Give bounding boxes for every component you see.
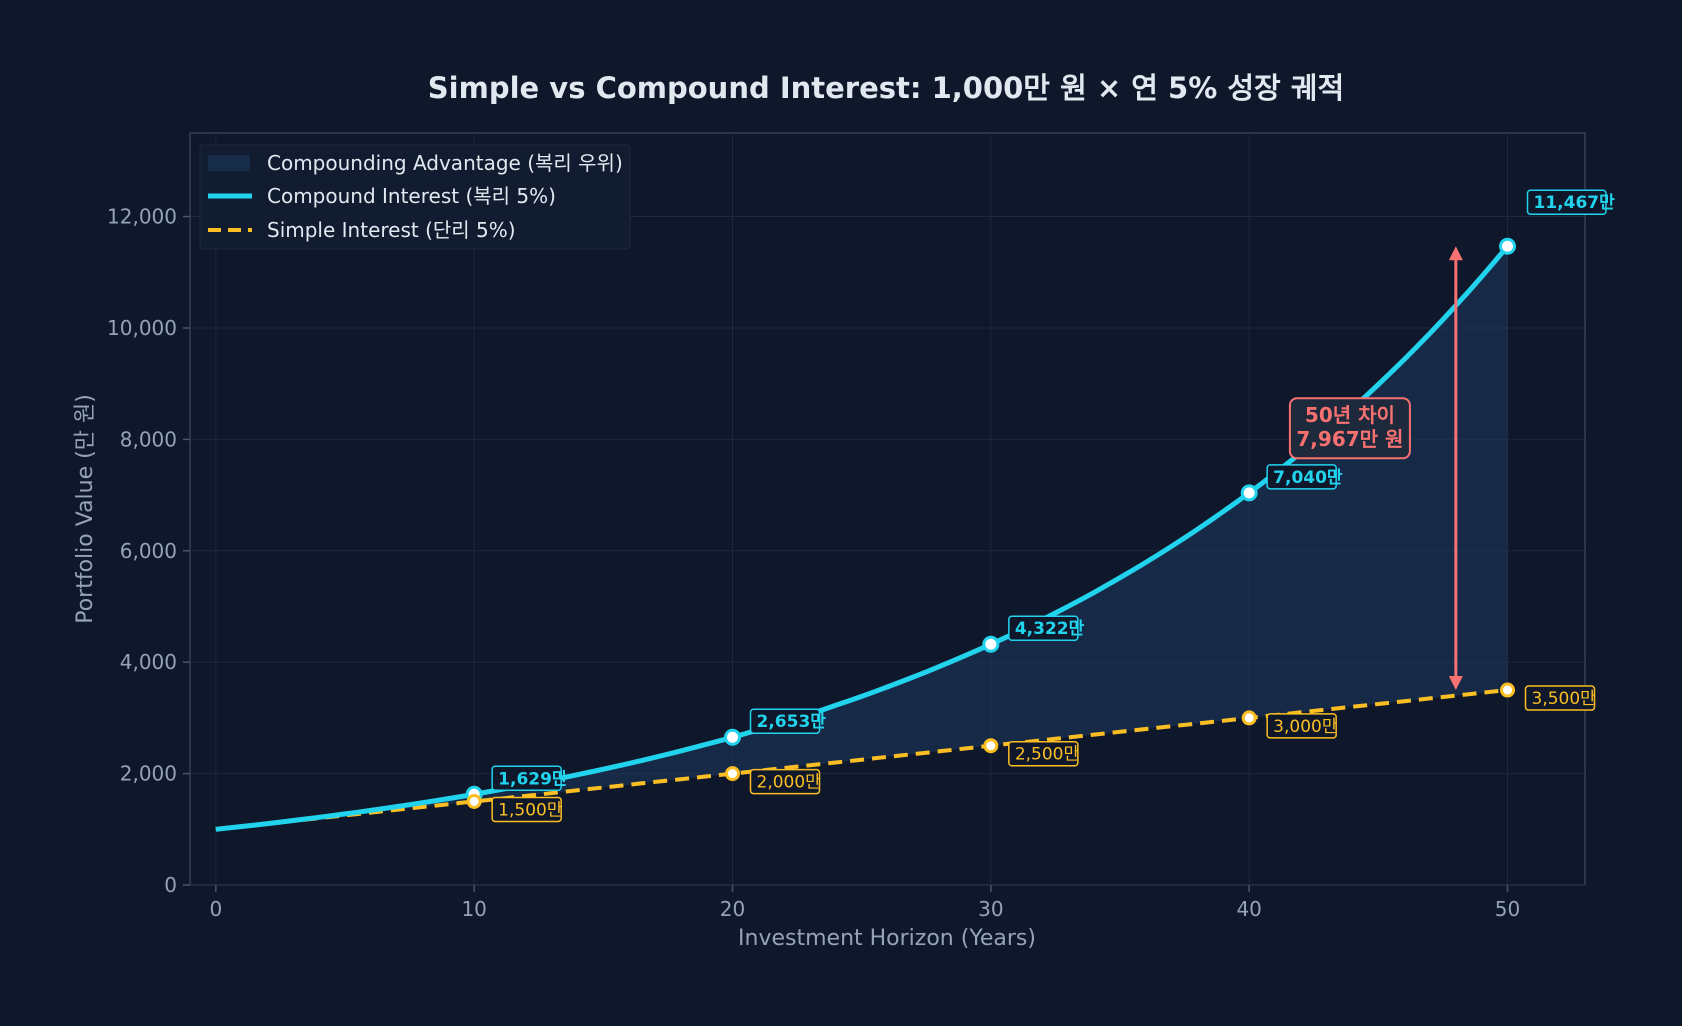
legend: Compounding Advantage (복리 우위) Compound I… <box>199 144 631 250</box>
y-tick-label: 6,000 <box>120 539 177 563</box>
data-label-layer: 1,629만 2,653만 4,322만 7,040만 11,467만 1,500만 2,0… <box>491 189 1616 823</box>
compound-label-box <box>749 708 821 734</box>
simple-label-box <box>749 768 821 795</box>
compound-label-box <box>491 765 562 792</box>
compound-interest-line <box>215 244 1510 832</box>
y-tick-label: 4,000 <box>120 650 177 674</box>
legend-box <box>199 144 631 250</box>
x-tick-label: 10 <box>461 897 486 921</box>
legend-label-fill: Compounding Advantage (복리 우위) <box>267 151 623 175</box>
simple-marker <box>1500 682 1515 698</box>
simple-label-box <box>491 796 562 823</box>
legend-swatch-fill <box>208 155 250 171</box>
x-tick-label: 40 <box>1236 897 1261 921</box>
gap-arrow-head-bottom <box>1448 676 1463 691</box>
tick-layer: 0 2,000 4,000 6,000 8,000 10,000 12,000 0 10 20 30… <box>107 205 1520 921</box>
y-axis-label: Portfolio Value (만 원) <box>73 394 98 624</box>
simple-marker <box>725 766 740 782</box>
x-tick-label: 30 <box>978 897 1003 921</box>
y-tick-label: 2,000 <box>120 762 177 786</box>
gap-annotation-line2: 7,967만 원 <box>1296 427 1403 451</box>
compound-data-label: 7,040만 <box>1273 468 1343 488</box>
marker-layer <box>465 237 1516 809</box>
compound-label-box <box>1526 189 1607 215</box>
gap-annotation-box <box>1288 397 1411 460</box>
annotation-layer: 50년 차이7,967만 원 <box>1288 246 1463 691</box>
simple-data-label: 3,500만 <box>1532 689 1597 709</box>
y-tick-label: 0 <box>164 873 177 897</box>
x-tick-label: 0 <box>209 897 222 921</box>
x-axis-label: Investment Horizon (Years) <box>738 926 1036 951</box>
simple-label-box <box>1266 713 1337 739</box>
fill-layer <box>215 246 1508 830</box>
compound-marker <box>982 635 1000 653</box>
y-tick-label: 8,000 <box>120 427 177 451</box>
compound-marker <box>1240 484 1258 502</box>
compound-data-label: 11,467만 <box>1534 193 1616 213</box>
simple-data-label: 1,500만 <box>498 800 563 820</box>
simple-label-box <box>1008 740 1079 767</box>
gap-arrow-head-top <box>1448 246 1463 261</box>
legend-label-compound: Compound Interest (복리 5%) <box>267 184 556 208</box>
compounding-advantage-area <box>215 246 1508 830</box>
simple-marker <box>466 793 482 809</box>
simple-data-label: 2,500만 <box>1015 745 1080 765</box>
legend-label-simple: Simple Interest (단리 5%) <box>267 218 516 242</box>
simple-data-label: 3,000만 <box>1273 717 1338 737</box>
x-tick-label: 20 <box>720 897 745 921</box>
y-tick-label: 10,000 <box>107 316 177 340</box>
compound-data-label: 4,322만 <box>1015 619 1085 639</box>
compound-label-box <box>1266 464 1337 490</box>
grid-lines <box>190 133 1585 886</box>
simple-data-label: 2,000만 <box>757 773 822 793</box>
simple-label-box <box>1524 685 1596 711</box>
compound-data-label: 2,653만 <box>757 712 827 732</box>
compound-marker <box>724 728 741 746</box>
x-tick-label: 50 <box>1495 897 1520 921</box>
y-tick-label: 12,000 <box>107 205 177 229</box>
chart-title: Simple vs Compound Interest: 1,000만 원 × … <box>428 71 1344 105</box>
compound-data-label: 1,629만 <box>498 769 568 789</box>
compound-marker <box>1499 237 1516 255</box>
simple-marker <box>1241 710 1257 726</box>
simple-marker <box>983 738 999 754</box>
gap-annotation-line1: 50년 차이 <box>1305 403 1395 427</box>
compound-label-box <box>1008 615 1079 641</box>
